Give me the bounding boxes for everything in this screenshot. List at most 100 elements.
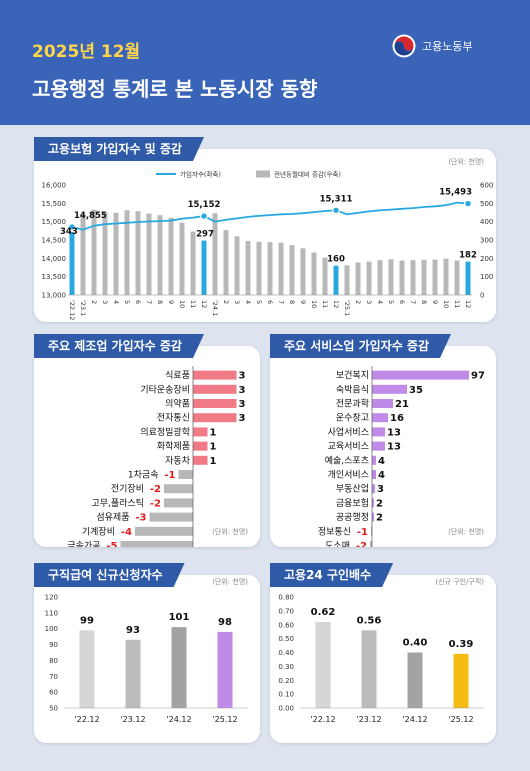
bar [372,455,376,465]
value-label: -1 [357,527,368,538]
x-tick-label: 7 [409,300,417,304]
bar [407,652,423,708]
category-label: 금융보험 [336,498,369,509]
category-label: 정보통신 [318,526,351,537]
category-label: 기타운송장비 [140,384,190,395]
legend-bar-label: 전년동월대비 증감(우축) [274,170,341,179]
bar [267,242,273,295]
category-label: 개인서비스 [328,470,369,481]
right-axis-tick: 600 [480,182,493,190]
bar [361,630,377,708]
value-label: 1 [210,456,217,467]
category-label: 금속가공 [67,541,100,548]
service-title: 주요 서비스업 가입자수 증감 [270,334,451,358]
bar [388,259,394,295]
category-label: 전자통신 [157,413,190,424]
value-label: -3 [135,513,146,524]
data-label: 14,855 [74,211,107,221]
value-label: -4 [121,527,132,538]
bar [372,399,393,408]
bar [399,260,405,295]
data-label: 297 [196,230,214,240]
line-series [71,201,469,231]
x-tick-label: 10 [178,300,186,308]
bar [135,526,193,536]
bar [80,214,86,295]
y-axis-tick: 0.60 [278,621,294,629]
y-axis-tick: 60 [49,689,58,697]
y-axis-tick: 50 [49,705,58,713]
bar [102,212,108,295]
x-tick-label: 6 [134,300,142,304]
x-tick-label: '24.12 [402,715,427,724]
x-tick-label: '25.1 [343,300,351,316]
bar [245,240,251,295]
x-tick-label: '24.12 [166,715,191,724]
bar [315,621,331,708]
x-tick-label: 6 [266,300,274,304]
x-tick-label: 5 [387,300,395,304]
bar [278,242,284,295]
x-tick-label: 3 [101,300,109,304]
insurance-unit: (단위: 천명) [448,158,484,166]
category-label: 공공행정 [336,511,369,523]
category-label: 교육서비스 [328,441,369,452]
y-axis-tick: 70 [49,673,58,681]
bar-highlight [201,240,207,295]
data-label: 182 [459,251,477,261]
x-tick-label: 7 [145,300,153,304]
category-label: 기계장비 [82,525,115,537]
value-label: 4 [378,470,385,481]
value-label: 1 [210,427,217,438]
x-tick-label: '25.12 [448,715,473,724]
right-axis-tick: 100 [480,273,493,281]
bar [168,217,174,295]
y-axis-tick: 100 [45,625,58,633]
y-axis-tick: 0.00 [278,705,294,713]
bar [223,230,229,295]
bar-highlight [69,232,75,295]
bar [410,260,416,295]
x-tick-label: 4 [244,300,252,304]
category-label: 식료품 [165,370,190,381]
bar [371,526,372,536]
x-tick-label: 5 [255,300,263,304]
bar [372,384,407,394]
category-label: 1차금속 [128,469,159,481]
insurance-panel: 고용보험 가입자수 및 증감 (단위: 천명) 13,000 13,500 14,0… [34,149,496,322]
bar [372,441,385,451]
bar [377,260,383,295]
bar [322,257,328,295]
year-month: 2025년 12월 [32,42,141,62]
bar [256,241,262,295]
worknet-chart: 0.00 0.10 0.20 0.30 0.40 0.50 0.60 0.70 0.80 0.62… [278,594,484,724]
category-label: 보건복지 [336,370,369,381]
x-tick-label: 2 [354,300,362,304]
x-tick-label: 10 [310,300,318,308]
category-label: 섬유제품 [96,512,129,523]
jobseek-chart: 50 60 70 80 90 100 110 120 99 '22.12 93 '23.12 101 '2… [45,594,248,724]
bar [157,215,163,295]
x-tick-label: 11 [453,300,461,308]
right-axis-tick: 300 [480,237,493,245]
value-label: -5 [106,541,117,547]
y-axis-tick: 90 [49,641,58,649]
header: 2025년 12월 고용노동부 고용행정 통계로 본 노동시장 동향 [0,0,530,125]
category-label: 자동차 [165,454,191,466]
category-label: 사업서비스 [328,427,369,438]
value-label: 4 [378,456,385,467]
line-point [464,199,472,208]
left-axis-tick: 14,500 [42,237,67,245]
x-tick-label: 5 [123,300,131,304]
y-axis-tick: 0.70 [278,607,294,615]
bar [453,653,469,708]
bar [311,252,317,295]
value-label: -2 [356,541,367,547]
bar [146,213,152,295]
bar [372,484,375,494]
bar [234,236,240,295]
bar [370,541,372,547]
value-label: 13 [387,442,401,453]
bar [178,470,193,479]
category-label: 예술,스포츠 [325,455,369,466]
